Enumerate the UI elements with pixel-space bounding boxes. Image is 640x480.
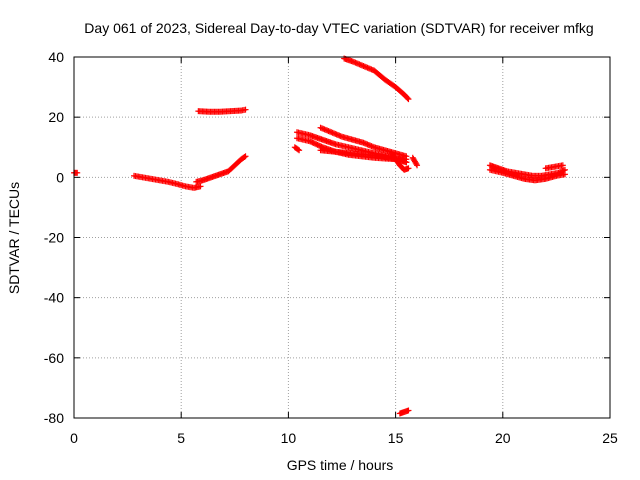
series-seg-09 <box>388 150 412 173</box>
chart-title: Day 061 of 2023, Sidereal Day-to-day VTE… <box>84 20 593 36</box>
series-seg-15 <box>542 162 566 172</box>
y-tick-label: -40 <box>44 290 64 306</box>
x-tick-label: 10 <box>281 430 297 446</box>
series-seg-10 <box>409 154 421 169</box>
x-axis-label: GPS time / hours <box>287 457 394 473</box>
y-tick-label: 0 <box>56 169 64 185</box>
x-tick-label: 5 <box>177 430 185 446</box>
series-seg-02 <box>193 153 249 185</box>
tick-layer: 0 5 10 15 20 25 -80 -60 -40 -20 0 20 40 <box>44 49 618 446</box>
grid-layer <box>74 57 610 418</box>
series-seg-14 <box>486 166 568 184</box>
series-seg-11 <box>341 55 412 103</box>
y-tick-label: 20 <box>48 109 64 125</box>
series-seg-00 <box>71 169 81 176</box>
series-seg-03 <box>195 106 249 115</box>
y-tick-label: 40 <box>48 49 64 65</box>
y-axis-label: SDTVAR / TECUs <box>6 182 22 294</box>
y-tick-label: -60 <box>44 350 64 366</box>
x-tick-label: 0 <box>70 430 78 446</box>
y-tick-label: -20 <box>44 230 64 246</box>
series-seg-12 <box>396 407 412 417</box>
x-tick-label: 20 <box>495 430 511 446</box>
y-tick-label: -80 <box>44 410 64 426</box>
series-seg-04 <box>291 144 303 154</box>
data-layer <box>71 55 568 417</box>
series-seg-01 <box>131 172 204 191</box>
x-tick-label: 15 <box>388 430 404 446</box>
x-tick-label: 25 <box>602 430 618 446</box>
series-seg-08 <box>317 147 410 166</box>
